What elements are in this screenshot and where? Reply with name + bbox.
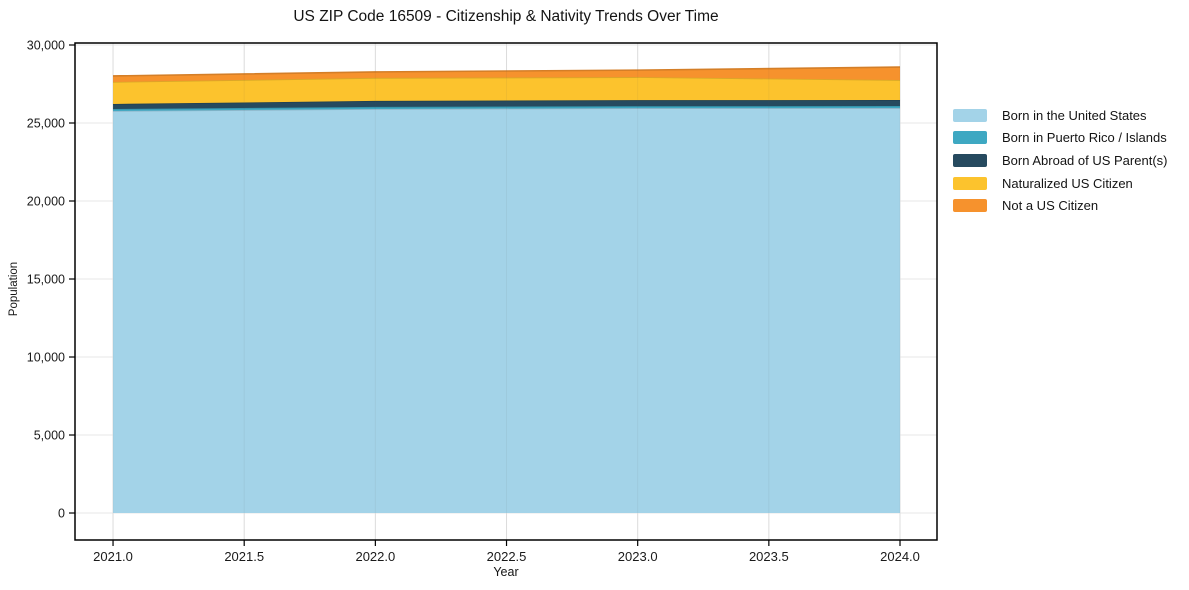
- y-tick-label: 10,000: [27, 351, 65, 365]
- legend-item: Not a US Citizen: [953, 194, 1167, 217]
- area-fill: [113, 77, 901, 104]
- legend-label: Born Abroad of US Parent(s): [1002, 152, 1168, 168]
- area-fill: [113, 105, 901, 111]
- legend-item: Naturalized US Citizen: [953, 172, 1167, 195]
- legend-swatch: [953, 176, 987, 190]
- legend-swatch: [953, 108, 987, 122]
- legend-label: Naturalized US Citizen: [1002, 175, 1133, 191]
- gridlines-overlay: [112, 43, 901, 540]
- y-tick-label: 30,000: [27, 38, 65, 52]
- x-tick-label: 2024.0: [880, 549, 920, 564]
- legend: Born in the United States Born in Puerto …: [953, 104, 1167, 217]
- chart-title: US ZIP Code 16509 - Citizenship & Nativi…: [293, 8, 719, 25]
- x-axis: 2021.0 2021.5 2022.0 2022.5 2023.0 2023.5 2024…: [93, 540, 920, 564]
- y-axis-label: Population: [8, 261, 20, 317]
- legend-swatch: [953, 131, 987, 145]
- legend-label: Not a US Citizen: [1002, 198, 1099, 214]
- legend-item: Born in the United States: [953, 104, 1167, 127]
- legend-swatch: [953, 199, 987, 213]
- x-tick-label: 2021.0: [93, 549, 133, 564]
- y-tick-label: 5,000: [34, 429, 65, 443]
- legend-label: Born in the United States: [1002, 107, 1147, 123]
- y-axis: 0 5,000 10,000 15,000 20,000 25,000 30,000: [27, 38, 75, 521]
- x-tick-label: 2022.5: [487, 549, 527, 564]
- x-tick-label: 2022.0: [355, 549, 395, 564]
- legend-label: Born in Puerto Rico / Islands: [1002, 130, 1167, 146]
- y-tick-label: 0: [58, 507, 65, 521]
- x-axis-label: Year: [493, 565, 519, 579]
- x-tick-label: 2021.5: [224, 549, 264, 564]
- y-tick-label: 25,000: [27, 116, 65, 130]
- legend-item: Born Abroad of US Parent(s): [953, 149, 1167, 172]
- area-series-not-a-us-citizen: [113, 66, 901, 82]
- area-top-edge: [113, 66, 901, 77]
- x-tick-label: 2023.5: [749, 549, 789, 564]
- y-tick-label: 20,000: [27, 195, 65, 209]
- area-fill: [113, 108, 901, 514]
- x-tick-label: 2023.0: [618, 549, 658, 564]
- legend-item: Born in Puerto Rico / Islands: [953, 127, 1167, 150]
- y-tick-label: 15,000: [27, 273, 65, 287]
- area-fill: [113, 67, 901, 82]
- legend-swatch: [953, 153, 987, 167]
